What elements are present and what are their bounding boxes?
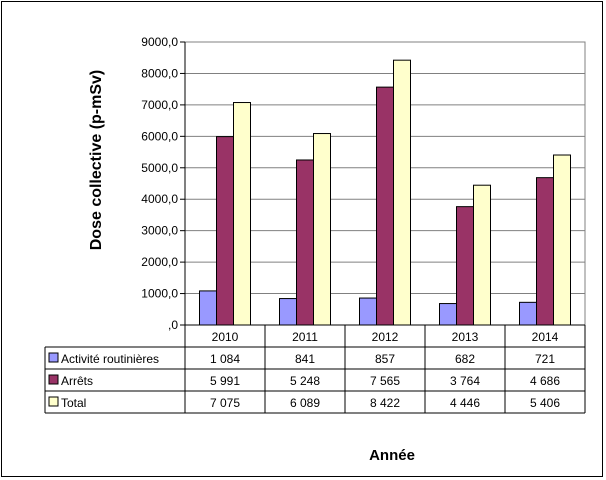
data-label: 7 075 xyxy=(210,396,240,410)
y-tick-label: 8000,0 xyxy=(141,66,178,80)
bars xyxy=(199,59,571,326)
y-tick-label: 1000,0 xyxy=(141,287,178,301)
category-label: 2011 xyxy=(292,330,318,344)
data-label: 3 764 xyxy=(450,374,480,388)
bar xyxy=(536,177,554,326)
category-label: 2012 xyxy=(372,330,399,344)
legend-swatch xyxy=(48,352,59,363)
category-label: 2013 xyxy=(452,330,479,344)
bar xyxy=(473,184,491,326)
data-label: 857 xyxy=(375,352,395,366)
data-table: 2010 2011 2012 2013 2014 Activité routinières… xyxy=(44,324,586,414)
bar xyxy=(519,301,537,326)
x-axis-title: Année xyxy=(369,447,415,464)
bar xyxy=(553,154,571,326)
y-tick-label: ,0 xyxy=(168,318,178,332)
bar xyxy=(456,206,474,326)
data-label: 5 991 xyxy=(210,374,240,388)
series-name: Activité routinières xyxy=(61,352,159,366)
bar xyxy=(296,159,314,326)
data-label: 841 xyxy=(295,352,315,366)
bar xyxy=(313,133,331,326)
y-tick-label: 2000,0 xyxy=(141,255,178,269)
data-label: 4 686 xyxy=(530,374,560,388)
data-label: 7 565 xyxy=(370,374,400,388)
data-label: 1 084 xyxy=(210,352,240,366)
bar xyxy=(233,102,251,326)
legend-swatch xyxy=(48,374,59,385)
bar xyxy=(279,298,297,326)
y-tick-label: 5000,0 xyxy=(141,161,178,175)
y-tick-label: 7000,0 xyxy=(141,98,178,112)
y-tick-label: 4000,0 xyxy=(141,192,178,206)
data-label: 5 248 xyxy=(290,374,320,388)
data-label: 4 446 xyxy=(450,396,480,410)
bar xyxy=(359,297,377,326)
y-tick-label: 6000,0 xyxy=(141,129,178,143)
data-label: 6 089 xyxy=(290,396,320,410)
data-label: 5 406 xyxy=(530,396,560,410)
bar xyxy=(393,59,411,326)
bar xyxy=(199,290,217,326)
data-label: 8 422 xyxy=(370,396,400,410)
category-label: 2014 xyxy=(532,330,559,344)
series-name: Total xyxy=(61,396,86,410)
category-label: 2010 xyxy=(212,330,239,344)
data-label: 682 xyxy=(455,352,475,366)
bar xyxy=(439,303,457,326)
y-tick-label: 9000,0 xyxy=(141,35,178,49)
y-axis-title: Dose collective (p-mSv) xyxy=(88,70,105,251)
bar xyxy=(216,136,234,326)
data-label: 721 xyxy=(535,352,555,366)
legend-swatch xyxy=(48,396,59,407)
bar xyxy=(376,86,394,326)
y-tick-label: 3000,0 xyxy=(141,224,178,238)
series-name: Arrêts xyxy=(61,374,93,388)
